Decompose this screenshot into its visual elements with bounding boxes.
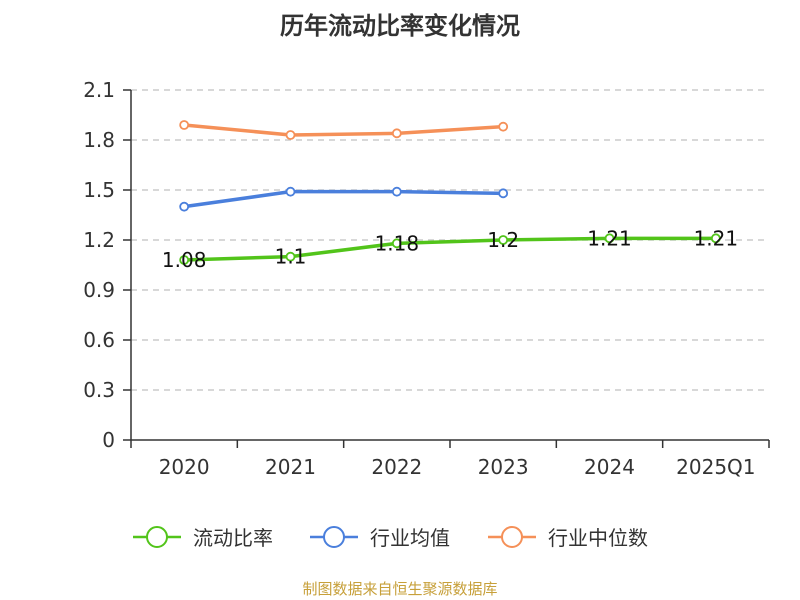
axes: 0 0.3 0.6 0.9 1.2 1.5 1.8 2.1 2020 2021 2022 2023 20… — [83, 78, 770, 479]
data-point — [179, 255, 190, 265]
data-point — [604, 233, 615, 244]
data-label: 1.2 — [487, 228, 519, 252]
data-label: 1.21 — [587, 226, 632, 250]
data-point — [498, 235, 509, 245]
data-point — [391, 128, 402, 139]
data-point — [285, 186, 296, 197]
data-point — [179, 120, 190, 130]
y-tick-label: 1.8 — [83, 128, 115, 152]
series — [179, 120, 721, 265]
data-point — [179, 201, 190, 212]
y-tick-label: 0.3 — [83, 378, 115, 402]
data-labels: 1.08 1.1 1.18 1.2 1.21 1.21 — [162, 226, 738, 272]
legend[interactable]: 流动比率 行业均值 行业中位数 — [133, 526, 648, 550]
legend-label: 流动比率 — [193, 526, 273, 550]
x-tick-label: 2024 — [584, 455, 635, 479]
y-tick-label: 0.6 — [83, 328, 115, 352]
data-label: 1.1 — [275, 245, 307, 269]
data-point — [285, 251, 296, 262]
data-point — [391, 186, 402, 197]
legend-label: 行业均值 — [370, 526, 450, 550]
chart-title: 历年流动比率变化情况 — [280, 12, 520, 40]
legend-label: 行业中位数 — [548, 526, 648, 550]
x-tick-label: 2023 — [478, 455, 529, 479]
data-point — [710, 233, 721, 244]
x-tick-label: 2022 — [371, 455, 422, 479]
data-label: 1.18 — [375, 231, 420, 255]
data-point — [498, 121, 509, 132]
data-label: 1.21 — [694, 226, 739, 250]
legend-item[interactable]: 流动比率 — [133, 526, 273, 550]
y-tick-label: 0.9 — [83, 278, 115, 302]
series-line-3 — [184, 123, 504, 137]
y-tick-label: 1.5 — [83, 178, 115, 202]
y-tick-label: 1.2 — [83, 228, 115, 252]
y-tick-label: 2.1 — [83, 78, 115, 102]
source-note: 制图数据来自恒生聚源数据库 — [302, 580, 497, 598]
series-line-2 — [183, 189, 504, 209]
series-line-1 — [184, 236, 716, 262]
data-point — [498, 188, 509, 199]
legend-marker — [146, 526, 168, 548]
legend-marker — [501, 526, 523, 548]
legend-item[interactable]: 行业均值 — [310, 526, 450, 550]
data-point — [285, 130, 296, 140]
x-tick-label: 2021 — [265, 455, 316, 479]
data-point — [391, 238, 402, 249]
legend-marker — [323, 526, 345, 548]
x-tick-label: 2020 — [159, 455, 210, 479]
y-tick-label: 0 — [102, 428, 115, 452]
x-tick-label: 2025Q1 — [676, 455, 755, 479]
data-label: 1.08 — [162, 248, 207, 272]
legend-item[interactable]: 行业中位数 — [488, 526, 648, 550]
